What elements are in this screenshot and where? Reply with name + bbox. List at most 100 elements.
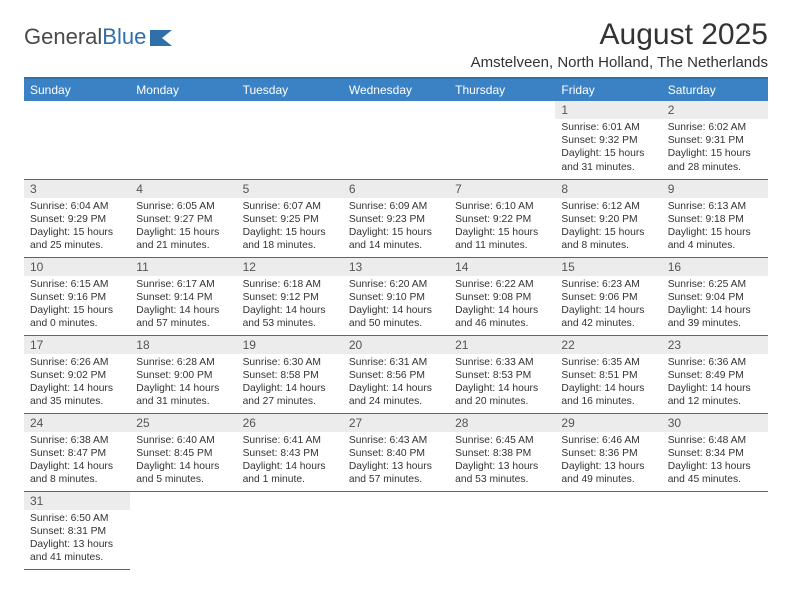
calendar-cell: 9Sunrise: 6:13 AMSunset: 9:18 PMDaylight… — [662, 179, 768, 257]
day-number: 28 — [449, 414, 555, 432]
day-header: Wednesday — [343, 79, 449, 101]
sunrise: Sunrise: 6:25 AM — [668, 278, 762, 291]
calendar-cell: 15Sunrise: 6:23 AMSunset: 9:06 PMDayligh… — [555, 257, 661, 335]
day-info: Sunrise: 6:31 AMSunset: 8:56 PMDaylight:… — [343, 354, 449, 413]
day-info: Sunrise: 6:18 AMSunset: 9:12 PMDaylight:… — [237, 276, 343, 335]
sunset: Sunset: 8:36 PM — [561, 447, 655, 460]
calendar-cell: 23Sunrise: 6:36 AMSunset: 8:49 PMDayligh… — [662, 335, 768, 413]
day-info: Sunrise: 6:41 AMSunset: 8:43 PMDaylight:… — [237, 432, 343, 491]
daylight: Daylight: 14 hours and 12 minutes. — [668, 382, 762, 408]
day-info: Sunrise: 6:15 AMSunset: 9:16 PMDaylight:… — [24, 276, 130, 335]
sunrise: Sunrise: 6:43 AM — [349, 434, 443, 447]
calendar-cell: 12Sunrise: 6:18 AMSunset: 9:12 PMDayligh… — [237, 257, 343, 335]
calendar-cell — [662, 491, 768, 569]
day-number: 30 — [662, 414, 768, 432]
daylight: Daylight: 13 hours and 49 minutes. — [561, 460, 655, 486]
calendar-cell: 5Sunrise: 6:07 AMSunset: 9:25 PMDaylight… — [237, 179, 343, 257]
sunset: Sunset: 9:02 PM — [30, 369, 124, 382]
sunrise: Sunrise: 6:36 AM — [668, 356, 762, 369]
calendar-table: SundayMondayTuesdayWednesdayThursdayFrid… — [24, 79, 768, 570]
day-number: 12 — [237, 258, 343, 276]
logo: GeneralBlue — [24, 18, 176, 50]
day-number: 26 — [237, 414, 343, 432]
day-info: Sunrise: 6:35 AMSunset: 8:51 PMDaylight:… — [555, 354, 661, 413]
daylight: Daylight: 14 hours and 39 minutes. — [668, 304, 762, 330]
calendar-cell: 18Sunrise: 6:28 AMSunset: 9:00 PMDayligh… — [130, 335, 236, 413]
day-number: 7 — [449, 180, 555, 198]
day-info: Sunrise: 6:05 AMSunset: 9:27 PMDaylight:… — [130, 198, 236, 257]
daylight: Daylight: 15 hours and 28 minutes. — [668, 147, 762, 173]
day-number: 31 — [24, 492, 130, 510]
sunset: Sunset: 9:31 PM — [668, 134, 762, 147]
calendar-cell — [343, 491, 449, 569]
daylight: Daylight: 14 hours and 46 minutes. — [455, 304, 549, 330]
sunrise: Sunrise: 6:07 AM — [243, 200, 337, 213]
day-number: 27 — [343, 414, 449, 432]
sunset: Sunset: 9:12 PM — [243, 291, 337, 304]
topbar: GeneralBlue August 2025 Amstelveen, Nort… — [24, 18, 768, 71]
calendar-cell: 10Sunrise: 6:15 AMSunset: 9:16 PMDayligh… — [24, 257, 130, 335]
calendar-cell: 20Sunrise: 6:31 AMSunset: 8:56 PMDayligh… — [343, 335, 449, 413]
page-title: August 2025 — [471, 18, 768, 52]
calendar-body: 1Sunrise: 6:01 AMSunset: 9:32 PMDaylight… — [24, 101, 768, 569]
daylight: Daylight: 15 hours and 8 minutes. — [561, 226, 655, 252]
day-info: Sunrise: 6:25 AMSunset: 9:04 PMDaylight:… — [662, 276, 768, 335]
calendar-head: SundayMondayTuesdayWednesdayThursdayFrid… — [24, 79, 768, 101]
calendar-cell — [555, 491, 661, 569]
day-number: 3 — [24, 180, 130, 198]
day-number: 17 — [24, 336, 130, 354]
sunrise: Sunrise: 6:31 AM — [349, 356, 443, 369]
sunset: Sunset: 9:14 PM — [136, 291, 230, 304]
day-info: Sunrise: 6:13 AMSunset: 9:18 PMDaylight:… — [662, 198, 768, 257]
day-info: Sunrise: 6:48 AMSunset: 8:34 PMDaylight:… — [662, 432, 768, 491]
sunrise: Sunrise: 6:30 AM — [243, 356, 337, 369]
daylight: Daylight: 15 hours and 21 minutes. — [136, 226, 230, 252]
calendar-cell — [130, 491, 236, 569]
day-number: 22 — [555, 336, 661, 354]
calendar-cell: 16Sunrise: 6:25 AMSunset: 9:04 PMDayligh… — [662, 257, 768, 335]
calendar-cell — [237, 491, 343, 569]
day-info: Sunrise: 6:20 AMSunset: 9:10 PMDaylight:… — [343, 276, 449, 335]
sunrise: Sunrise: 6:02 AM — [668, 121, 762, 134]
calendar-cell: 11Sunrise: 6:17 AMSunset: 9:14 PMDayligh… — [130, 257, 236, 335]
sunset: Sunset: 9:23 PM — [349, 213, 443, 226]
calendar-cell: 26Sunrise: 6:41 AMSunset: 8:43 PMDayligh… — [237, 413, 343, 491]
sunrise: Sunrise: 6:40 AM — [136, 434, 230, 447]
sunset: Sunset: 9:04 PM — [668, 291, 762, 304]
day-info: Sunrise: 6:45 AMSunset: 8:38 PMDaylight:… — [449, 432, 555, 491]
day-number: 5 — [237, 180, 343, 198]
day-number: 2 — [662, 101, 768, 119]
daylight: Daylight: 15 hours and 11 minutes. — [455, 226, 549, 252]
calendar-cell: 29Sunrise: 6:46 AMSunset: 8:36 PMDayligh… — [555, 413, 661, 491]
logo-text-2: Blue — [102, 24, 146, 50]
calendar-cell: 22Sunrise: 6:35 AMSunset: 8:51 PMDayligh… — [555, 335, 661, 413]
calendar-cell: 30Sunrise: 6:48 AMSunset: 8:34 PMDayligh… — [662, 413, 768, 491]
day-info: Sunrise: 6:02 AMSunset: 9:31 PMDaylight:… — [662, 119, 768, 178]
day-info: Sunrise: 6:04 AMSunset: 9:29 PMDaylight:… — [24, 198, 130, 257]
calendar-cell: 1Sunrise: 6:01 AMSunset: 9:32 PMDaylight… — [555, 101, 661, 179]
daylight: Daylight: 14 hours and 42 minutes. — [561, 304, 655, 330]
sunset: Sunset: 8:47 PM — [30, 447, 124, 460]
day-header: Friday — [555, 79, 661, 101]
day-number: 15 — [555, 258, 661, 276]
day-number: 23 — [662, 336, 768, 354]
sunrise: Sunrise: 6:12 AM — [561, 200, 655, 213]
day-info: Sunrise: 6:12 AMSunset: 9:20 PMDaylight:… — [555, 198, 661, 257]
day-header: Sunday — [24, 79, 130, 101]
daylight: Daylight: 14 hours and 20 minutes. — [455, 382, 549, 408]
sunset: Sunset: 8:51 PM — [561, 369, 655, 382]
calendar-week: 24Sunrise: 6:38 AMSunset: 8:47 PMDayligh… — [24, 413, 768, 491]
sunset: Sunset: 8:58 PM — [243, 369, 337, 382]
day-info: Sunrise: 6:46 AMSunset: 8:36 PMDaylight:… — [555, 432, 661, 491]
day-info: Sunrise: 6:36 AMSunset: 8:49 PMDaylight:… — [662, 354, 768, 413]
daylight: Daylight: 13 hours and 45 minutes. — [668, 460, 762, 486]
calendar-cell: 28Sunrise: 6:45 AMSunset: 8:38 PMDayligh… — [449, 413, 555, 491]
calendar-week: 17Sunrise: 6:26 AMSunset: 9:02 PMDayligh… — [24, 335, 768, 413]
day-info: Sunrise: 6:09 AMSunset: 9:23 PMDaylight:… — [343, 198, 449, 257]
day-info: Sunrise: 6:30 AMSunset: 8:58 PMDaylight:… — [237, 354, 343, 413]
calendar-week: 10Sunrise: 6:15 AMSunset: 9:16 PMDayligh… — [24, 257, 768, 335]
day-header: Tuesday — [237, 79, 343, 101]
daylight: Daylight: 14 hours and 35 minutes. — [30, 382, 124, 408]
calendar-cell: 2Sunrise: 6:02 AMSunset: 9:31 PMDaylight… — [662, 101, 768, 179]
logo-text-1: General — [24, 24, 102, 50]
